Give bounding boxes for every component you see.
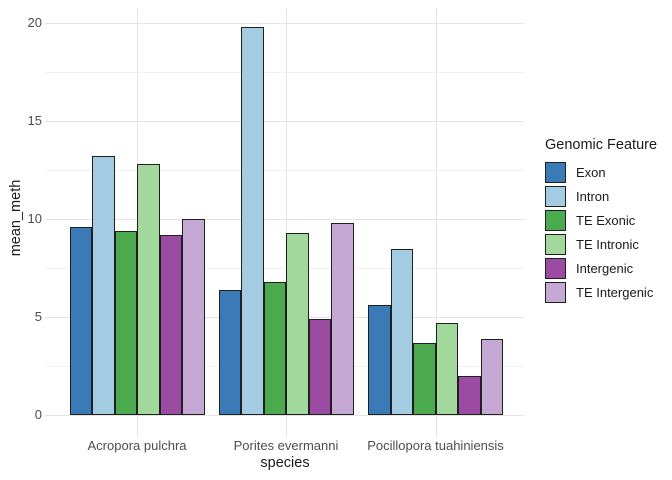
y-tick-label: 0: [34, 407, 42, 422]
legend-item-label: Exon: [576, 165, 606, 180]
legend-swatch-intergenic: [545, 258, 566, 279]
gridline-major-y: [45, 121, 524, 123]
legend-item-label: TE Exonic: [576, 213, 636, 228]
legend-item-label: Intron: [576, 189, 610, 204]
legend-item: Exon: [545, 162, 657, 183]
bar-intron-3: [390, 248, 413, 415]
y-tick-label: 15: [27, 113, 42, 129]
gridline-minor-y: [45, 72, 524, 74]
legend-item: TE Intronic: [545, 234, 657, 255]
x-tick-label: Porites evermanni: [233, 438, 339, 453]
bar-te-intergenic-2: [331, 223, 354, 415]
gridline-x: [286, 8, 287, 437]
bar-intron-2: [241, 27, 264, 415]
gridline-minor-y: [45, 170, 524, 172]
bar-intergenic-3: [458, 375, 481, 415]
legend-swatch-te-intergenic: [545, 282, 566, 303]
y-tick-label: 10: [27, 211, 42, 227]
bar-te-exonic-1: [114, 230, 137, 415]
legend-items: Exon Intron TE Exonic TE Intronic Intergenic…: [545, 162, 657, 303]
bar-exon-3: [368, 305, 391, 415]
bar-intergenic-1: [159, 234, 182, 415]
legend-item: Intergenic: [545, 258, 657, 279]
legend-item-label: TE Intergenic: [576, 285, 654, 300]
bar-intergenic-2: [308, 319, 331, 415]
gridline-major-y: [45, 219, 524, 221]
legend-item-label: Intergenic: [576, 261, 634, 276]
bar-te-exonic-2: [263, 281, 286, 415]
gridline-minor-y: [45, 268, 524, 270]
y-tick-label: 5: [34, 309, 42, 325]
bar-te-intronic-1: [137, 164, 160, 415]
legend-item: TE Exonic: [545, 210, 657, 231]
bar-te-intronic-3: [435, 322, 458, 415]
gridline-x: [435, 8, 437, 437]
gridline-major-y: [45, 23, 524, 25]
legend-item-label: TE Intronic: [576, 237, 639, 252]
bar-exon-2: [218, 289, 241, 415]
bar-intron-1: [92, 156, 115, 415]
legend: Genomic Feature Exon Intron TE Exonic TE In…: [545, 137, 657, 306]
bar-te-intergenic-3: [480, 338, 503, 415]
y-tick-label: 20: [27, 15, 42, 31]
bar-te-intergenic-1: [182, 219, 205, 415]
x-tick-label: Pocillopora tuahiniensis: [367, 438, 504, 453]
legend-item: TE Intergenic: [545, 282, 657, 303]
legend-swatch-exon: [545, 162, 566, 183]
x-axis-title: species: [260, 455, 310, 471]
bar-exon-1: [69, 226, 92, 415]
legend-swatch-te-exonic: [545, 210, 566, 231]
gridline-major-y: [45, 415, 524, 416]
legend-swatch-intron: [545, 186, 566, 207]
legend-title: Genomic Feature: [545, 137, 658, 153]
x-tick-label: Acropora pulchra: [87, 438, 187, 453]
legend-item: Intron: [545, 186, 657, 207]
bar-te-intronic-2: [286, 232, 309, 415]
legend-swatch-te-intronic: [545, 234, 566, 255]
bar-te-exonic-3: [413, 342, 436, 415]
